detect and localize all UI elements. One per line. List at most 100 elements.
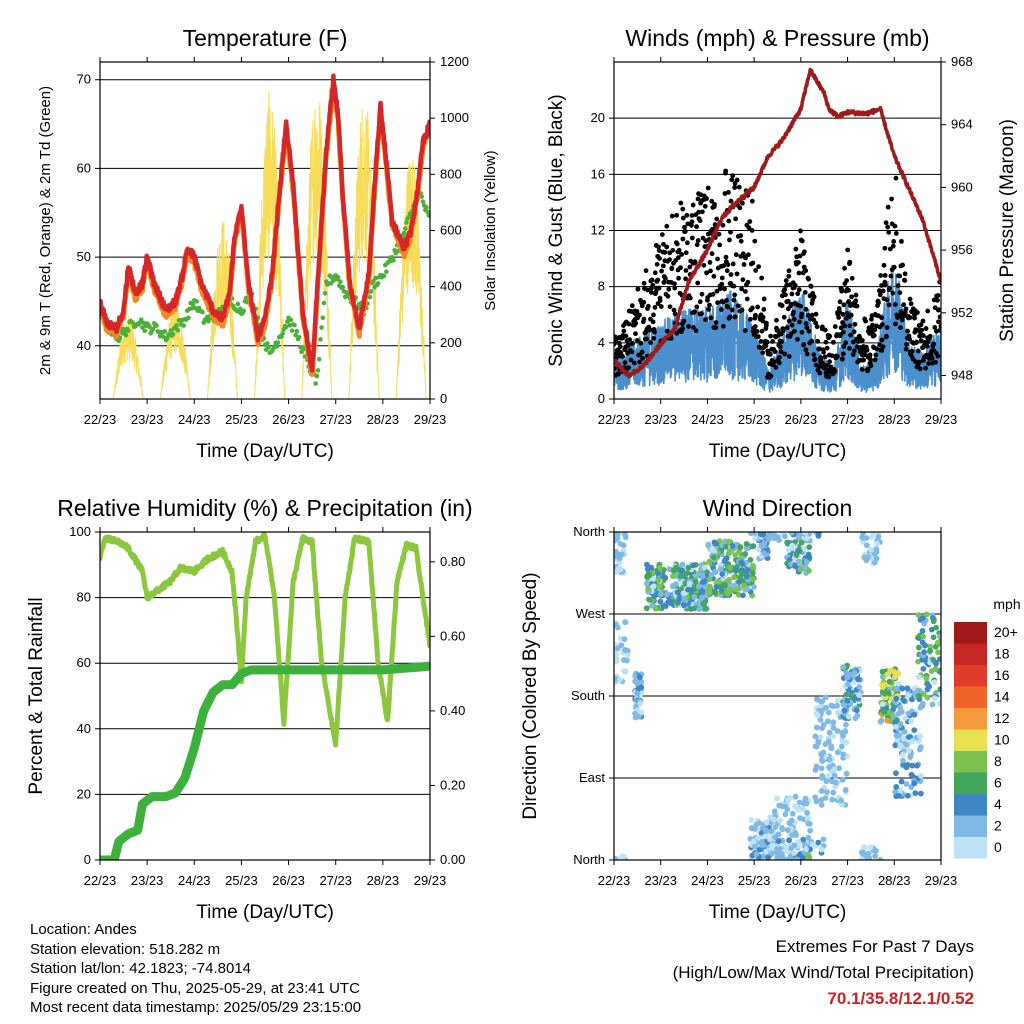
wdir-point bbox=[877, 856, 884, 860]
temp-solar-line bbox=[100, 91, 430, 399]
winds-gust-point bbox=[697, 218, 703, 224]
winds-gust-point bbox=[709, 251, 715, 257]
winds-gust-point bbox=[657, 256, 662, 261]
winds-gust-point bbox=[849, 275, 855, 281]
wdir-point bbox=[856, 692, 863, 699]
winds-gust-point bbox=[629, 349, 635, 355]
winds-gust-point bbox=[645, 287, 650, 293]
wdir-point bbox=[793, 856, 800, 860]
winds-gust-point bbox=[683, 268, 689, 273]
winds-gust-point bbox=[839, 356, 845, 362]
wdir-point bbox=[669, 583, 676, 590]
winds-gust-point bbox=[651, 335, 657, 341]
winds-gust-point bbox=[734, 271, 740, 277]
wdir-point bbox=[795, 838, 802, 845]
wdir-point bbox=[834, 697, 841, 704]
wdir-ytick-label: South bbox=[571, 688, 605, 703]
wdir-point bbox=[795, 806, 802, 813]
winds-gust-point bbox=[741, 262, 747, 267]
winds-gust-point bbox=[656, 244, 661, 250]
wdir-point bbox=[616, 565, 622, 572]
temp-dewpoint-point bbox=[190, 302, 196, 307]
wdir-point bbox=[760, 532, 767, 538]
winds-gust-point bbox=[925, 339, 931, 345]
winds-gust-point bbox=[732, 292, 738, 298]
winds-gust-point bbox=[892, 302, 898, 307]
temp-dewpoint-point bbox=[384, 269, 389, 275]
winds-gust-point bbox=[891, 264, 897, 270]
winds-gust-point bbox=[806, 276, 811, 282]
rh-ytick-label: 40 bbox=[77, 721, 91, 736]
winds-gust-point bbox=[648, 340, 654, 345]
temp-dewpoint-point bbox=[168, 328, 174, 333]
wdir-point bbox=[750, 838, 757, 845]
winds-gust-point bbox=[752, 238, 758, 244]
wdir-point bbox=[774, 846, 780, 853]
extremes-subtitle: (High/Low/Max Wind/Total Precipitation) bbox=[672, 963, 974, 982]
wdir-point bbox=[834, 709, 841, 716]
wdir-point bbox=[765, 854, 772, 860]
wdir-point bbox=[680, 590, 687, 597]
winds-gust-point bbox=[671, 307, 677, 313]
temp-dewpoint-point bbox=[235, 301, 241, 307]
wdir-point bbox=[802, 532, 809, 536]
wdir-ytick-label: West bbox=[576, 606, 606, 621]
temp-y2tick-label: 0 bbox=[440, 391, 447, 406]
temp-dewpoint-point bbox=[175, 328, 181, 333]
wdir-point bbox=[657, 598, 664, 605]
wdir-point bbox=[747, 556, 754, 563]
recent-text: Most recent data timestamp: 2025/05/29 2… bbox=[30, 999, 362, 1016]
wdir-point bbox=[890, 706, 897, 712]
wdir-point bbox=[738, 559, 745, 566]
winds-gust-point bbox=[796, 287, 802, 293]
wdir-point bbox=[772, 532, 779, 539]
wdir-point bbox=[875, 533, 882, 540]
wdir-point bbox=[873, 848, 879, 854]
wdir-point bbox=[803, 535, 810, 542]
wdir-legend-swatch bbox=[954, 622, 987, 644]
wdir-point bbox=[824, 789, 830, 796]
winds-gust-point bbox=[912, 359, 918, 364]
winds-gust-point bbox=[851, 329, 857, 335]
wdir-point bbox=[693, 573, 700, 580]
winds-gust-point bbox=[880, 344, 886, 350]
winds-gust-point bbox=[716, 231, 722, 237]
rh-y2tick-label: 0.20 bbox=[440, 777, 465, 792]
wdir-point bbox=[742, 550, 749, 557]
wdir-point bbox=[699, 579, 706, 585]
winds-gust-point bbox=[709, 198, 715, 204]
temp-dewpoint-point bbox=[138, 317, 144, 322]
winds-gust-point bbox=[641, 299, 647, 305]
winds-gust-point bbox=[811, 294, 817, 300]
wdir-point bbox=[667, 598, 674, 605]
wdir-point bbox=[690, 562, 696, 569]
winds-gust-point bbox=[908, 301, 914, 307]
wdir-point bbox=[705, 541, 712, 548]
winds-gust-point bbox=[917, 366, 923, 372]
wdir-point bbox=[710, 554, 717, 561]
winds-gust-point bbox=[873, 352, 879, 358]
wdir-point bbox=[931, 679, 938, 686]
wdir-point bbox=[771, 808, 778, 815]
winds-gust-point bbox=[907, 336, 912, 342]
wdir-point bbox=[735, 591, 742, 598]
wdir-point bbox=[624, 647, 631, 654]
winds-gust-point bbox=[678, 265, 683, 271]
created-text: Figure created on Thu, 2025-05-29, at 23… bbox=[30, 979, 360, 997]
temp-title: Temperature (F) bbox=[183, 25, 348, 51]
winds-gust-point bbox=[935, 353, 941, 359]
temp-dewpoint-point bbox=[424, 205, 429, 210]
wdir-xtick-label: 26/23 bbox=[785, 873, 818, 888]
wdir-ytick-label: North bbox=[573, 852, 605, 867]
winds-gust-point bbox=[784, 325, 790, 331]
wdir-point bbox=[786, 837, 792, 844]
winds-gust-point bbox=[664, 244, 670, 250]
winds-gust-point bbox=[723, 168, 729, 174]
wdir-point bbox=[674, 589, 681, 596]
winds-gust-point bbox=[667, 257, 672, 263]
wdir-point bbox=[614, 651, 620, 658]
winds-gust-point bbox=[728, 272, 734, 277]
wdir-point bbox=[731, 582, 738, 589]
wdir-point bbox=[905, 710, 912, 717]
temp-xtick-label: 24/23 bbox=[178, 412, 211, 427]
